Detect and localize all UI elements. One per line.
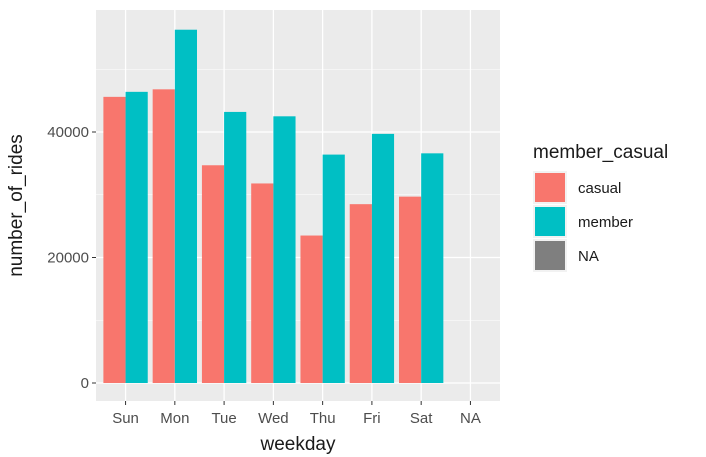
bar-casual-Tue [201, 165, 225, 383]
bar-member-Tue [224, 111, 247, 384]
x-tick-label-Wed: Wed [258, 410, 289, 427]
legend-swatch-member [535, 207, 565, 236]
bar-casual-Thu [300, 235, 323, 383]
x-tick-label-Sat: Sat [410, 410, 433, 427]
legend-title: member_casual [533, 142, 668, 163]
x-axis-title: weekday [260, 434, 336, 455]
bar-casual-Sat [399, 196, 422, 383]
y-axis-title: number_of_rides [6, 134, 27, 277]
legend-swatch-NA [535, 241, 565, 270]
x-tick-label-Mon: Mon [160, 410, 189, 427]
x-tick-label-Tue: Tue [211, 410, 236, 427]
x-tick-label-NA: NA [460, 410, 481, 427]
bar-member-Thu [322, 154, 345, 383]
x-tick-label-Thu: Thu [310, 410, 336, 427]
bars [103, 29, 444, 384]
y-axis: 0 20000 40000 [47, 124, 96, 392]
bar-member-Sun [125, 91, 148, 383]
y-tick-label: 40000 [47, 124, 89, 141]
bar-casual-Fri [349, 204, 372, 383]
x-tick-label-Fri: Fri [363, 410, 381, 427]
bar-member-Mon [174, 29, 197, 384]
x-tick-label-Sun: Sun [112, 410, 139, 427]
y-tick-label: 20000 [47, 250, 89, 267]
bar-member-Wed [273, 116, 296, 383]
bar-member-Sat [421, 153, 444, 383]
bar-casual-Mon [152, 89, 175, 383]
legend-label-member: member [578, 214, 633, 231]
legend-label-casual: casual [578, 180, 621, 197]
bar-casual-Sun [103, 96, 126, 384]
x-axis: Sun Mon Tue Wed Thu Fri Sat NA [112, 401, 481, 427]
legend-swatch-casual [535, 173, 565, 202]
legend: member_casual casual member NA [533, 142, 668, 272]
legend-label-NA: NA [578, 248, 599, 265]
bar-casual-Wed [251, 183, 274, 383]
bar-member-Fri [371, 133, 395, 383]
y-tick-label: 0 [81, 375, 89, 392]
